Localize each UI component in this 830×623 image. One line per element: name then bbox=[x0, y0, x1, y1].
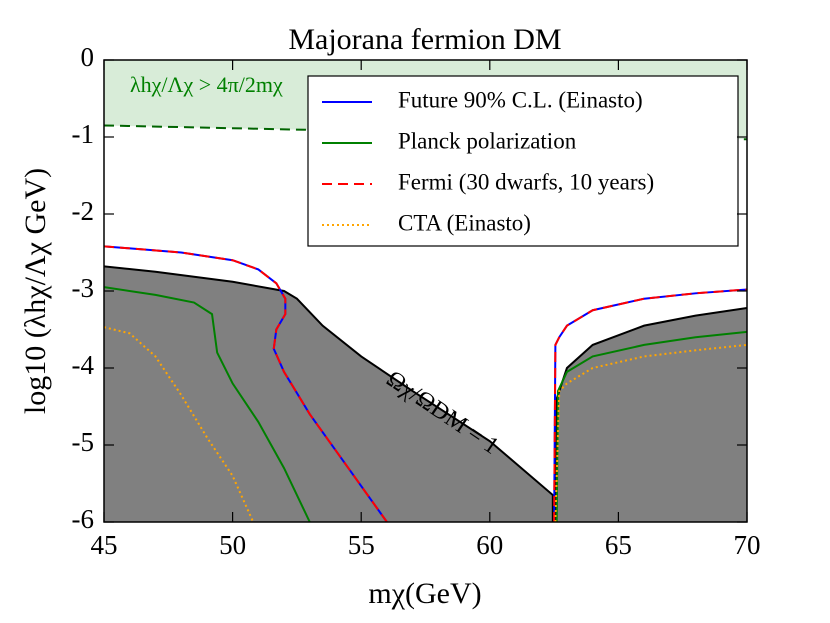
x-tick-label: 60 bbox=[476, 530, 503, 560]
x-tick-label: 70 bbox=[734, 530, 761, 560]
line bbox=[104, 286, 747, 522]
x-axis-label: mχ(GeV) bbox=[368, 577, 481, 610]
x-tick-label: 50 bbox=[219, 530, 246, 560]
legend-box bbox=[307, 75, 739, 247]
y-tick-label: -2 bbox=[72, 196, 95, 226]
curves bbox=[104, 124, 747, 522]
y-tick-label: -5 bbox=[72, 427, 95, 457]
region bbox=[555, 307, 747, 522]
legend-label: CTA (Einasto) bbox=[398, 210, 531, 235]
legend: Future 90% C.L. (Einasto) Planck polariza… bbox=[307, 75, 739, 247]
chart-title: Majorana fermion DM bbox=[288, 23, 561, 56]
y-axis-label: log10 (λhχ/Λχ GeV) bbox=[19, 168, 52, 414]
x-tick-label: 55 bbox=[348, 530, 375, 560]
legend-label: Planck polarization bbox=[398, 128, 577, 153]
line bbox=[104, 326, 747, 522]
y-tick-label: 0 bbox=[81, 42, 95, 72]
line bbox=[104, 245, 747, 522]
y-tick-label: -6 bbox=[72, 504, 95, 534]
legend-label: Future 90% C.L. (Einasto) bbox=[398, 87, 643, 112]
y-tick-label: -4 bbox=[72, 350, 95, 380]
region bbox=[104, 266, 553, 522]
x-tick-label: 45 bbox=[91, 530, 118, 560]
legend-label: Fermi (30 dwarfs, 10 years) bbox=[398, 169, 654, 194]
annotation: λhχ/Λχ > 4π/2mχ bbox=[130, 72, 283, 97]
x-tick-label: 65 bbox=[605, 530, 632, 560]
y-tick-label: -1 bbox=[72, 119, 95, 149]
y-tick-label: -3 bbox=[72, 273, 95, 303]
line bbox=[104, 265, 747, 522]
